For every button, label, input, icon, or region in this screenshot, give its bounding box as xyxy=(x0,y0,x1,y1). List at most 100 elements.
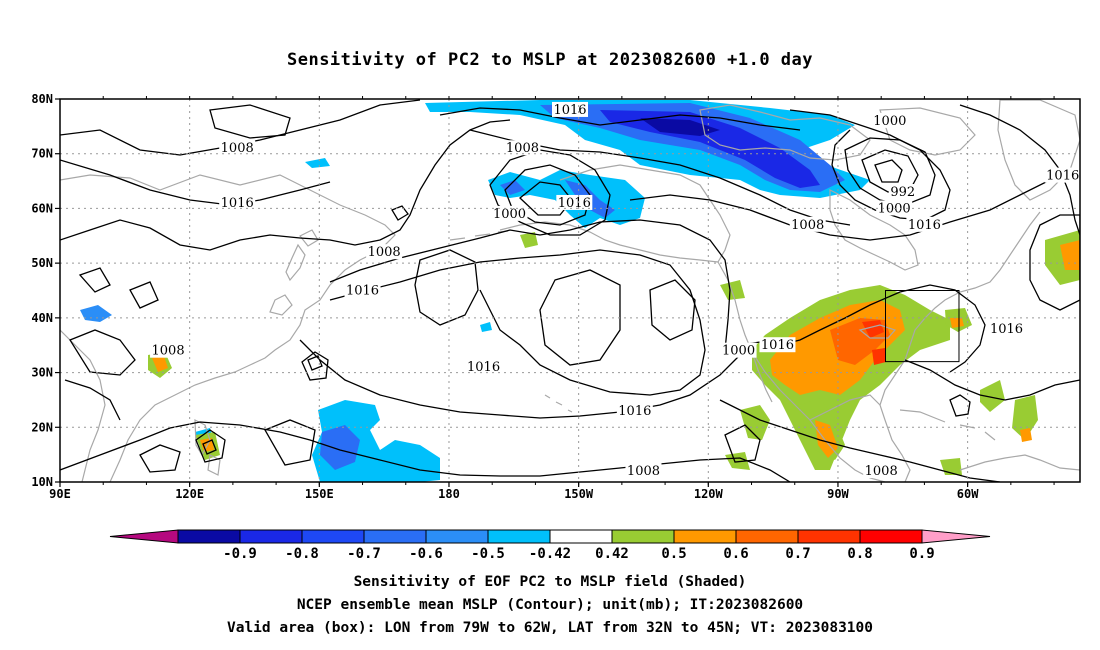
lat-label: 50N xyxy=(31,256,53,270)
coast-indochina xyxy=(60,329,106,482)
lat-label: 80N xyxy=(31,92,53,106)
colorbar-tick-label: 0.9 xyxy=(909,546,934,562)
contour-arctic-1008 xyxy=(469,129,851,226)
shade-na-red xyxy=(862,320,886,365)
coast-japan xyxy=(269,229,319,316)
colorbar-tick-label: -0.8 xyxy=(285,546,319,562)
coast-hawaii xyxy=(544,394,573,413)
contour-asia-1008 xyxy=(60,119,511,251)
contour-label-bg xyxy=(504,140,541,156)
contour-label: 1008 xyxy=(791,218,824,233)
contour-label: 992 xyxy=(890,185,915,200)
lat-label: 40N xyxy=(31,311,53,325)
coast-asia-east xyxy=(60,174,396,482)
contour-label-bg xyxy=(344,282,381,298)
contour-atlantic-high xyxy=(1029,214,1080,311)
colorbar-swatch xyxy=(487,529,551,544)
colorbar-swatch xyxy=(301,529,365,544)
coast-caribbean xyxy=(899,409,996,441)
contour-label: 1008 xyxy=(152,344,185,359)
lon-label: 150E xyxy=(305,487,334,501)
lon-label: 120E xyxy=(175,487,204,501)
contour-label-bg xyxy=(888,184,917,200)
colorbar: -0.9 -0.8 -0.7 -0.6 -0.5 -0.42 0.42 0.5 0.6 0.7 0.… xyxy=(109,529,991,562)
colorbar-swatch xyxy=(673,529,737,544)
contour-atlantic-1016 xyxy=(959,104,1080,236)
contour-na-1016-se xyxy=(904,359,1080,401)
colorbar-high-extension xyxy=(921,529,991,544)
contour-small-low-3 xyxy=(195,429,226,463)
contour-pacific-1008 xyxy=(60,421,791,482)
contour-siberia-low xyxy=(209,104,291,139)
contour-asia-1016 xyxy=(60,159,331,206)
lat-label: 20N xyxy=(31,420,53,434)
colorbar-swatch xyxy=(859,529,923,544)
coast-gulf xyxy=(809,394,881,421)
contour-high-center-3 xyxy=(539,269,621,366)
contour-label-bg xyxy=(556,194,593,210)
coast-na-west xyxy=(717,261,886,482)
contour-asia-lows xyxy=(64,267,159,421)
colorbar-swatch xyxy=(549,529,613,544)
contour-label: 1016 xyxy=(1046,169,1079,184)
colorbar-tick-label: -0.42 xyxy=(529,546,571,562)
coast-greenland xyxy=(997,99,1080,201)
lon-label: 90W xyxy=(827,487,849,501)
contour-label-bg xyxy=(759,337,796,353)
contour-label: 1016 xyxy=(990,322,1023,337)
colorbar-swatch xyxy=(797,529,861,544)
coast-baja xyxy=(751,351,773,403)
contour-label-bg xyxy=(906,216,943,232)
colorbar-swatch xyxy=(611,529,675,544)
contour-small-low-2 xyxy=(301,351,329,381)
colorbar-tick-label: 0.42 xyxy=(595,546,629,562)
contour-label: 1000 xyxy=(722,344,755,359)
contour-small-low-1 xyxy=(949,394,971,417)
contour-label-bg xyxy=(219,140,256,156)
contour-pacific-1016 xyxy=(299,339,741,419)
contour-label: 1016 xyxy=(221,196,254,211)
contour-label: 1016 xyxy=(553,103,586,118)
contour-label-group: 1008 1016 1008 1016 1008 1000 1008 1016 1016 1016… xyxy=(150,101,1081,479)
lon-label: 120W xyxy=(694,487,724,501)
coast-alaska xyxy=(559,164,731,263)
caption-line-3: Valid area (box): LON from 79W to 62W, L… xyxy=(226,620,873,636)
contour-low-outer xyxy=(789,109,951,221)
lat-label: 10N xyxy=(31,475,53,489)
shade-small-blue-1 xyxy=(80,305,112,322)
contour-label-bg xyxy=(465,359,502,375)
contour-label-bg xyxy=(871,112,908,128)
contour-label: 1008 xyxy=(221,141,254,156)
colorbar-swatch xyxy=(425,529,489,544)
contour-low-1000 xyxy=(844,137,936,206)
contour-low-inner xyxy=(874,159,903,183)
colorbar-tick-label: -0.6 xyxy=(409,546,443,562)
contour-label: 1000 xyxy=(493,207,526,222)
contour-label: 1016 xyxy=(346,284,379,299)
coast-lake-region xyxy=(858,324,897,339)
shade-arctic-core xyxy=(640,118,720,136)
contour-asia-misc xyxy=(139,205,409,473)
colorbar-tick-label: 0.7 xyxy=(785,546,810,562)
coast-arctic-islands xyxy=(699,104,976,161)
colorbar-swatch xyxy=(239,529,303,544)
coast-na-east xyxy=(879,211,1041,482)
colorbar-low-extension xyxy=(109,529,179,544)
coast-s-america xyxy=(959,454,1080,471)
contour-label-bg xyxy=(625,463,662,479)
contour-high-center-2 xyxy=(649,279,696,341)
contour-label-bg xyxy=(219,194,256,210)
contour-label: 1016 xyxy=(761,338,794,353)
contour-na-south xyxy=(719,399,1001,482)
contour-label: 1008 xyxy=(368,245,401,260)
shade-gulf-orange xyxy=(950,240,1080,442)
colorbar-tick-label: -0.9 xyxy=(223,546,257,562)
coast-hudson xyxy=(829,189,919,271)
lon-label: 60W xyxy=(957,487,979,501)
contour-canada-1016 xyxy=(629,174,1080,241)
contour-label-bg xyxy=(366,244,403,260)
lon-label: 150W xyxy=(564,487,594,501)
map-grid xyxy=(60,99,1080,482)
contour-label-bg xyxy=(1044,167,1081,183)
